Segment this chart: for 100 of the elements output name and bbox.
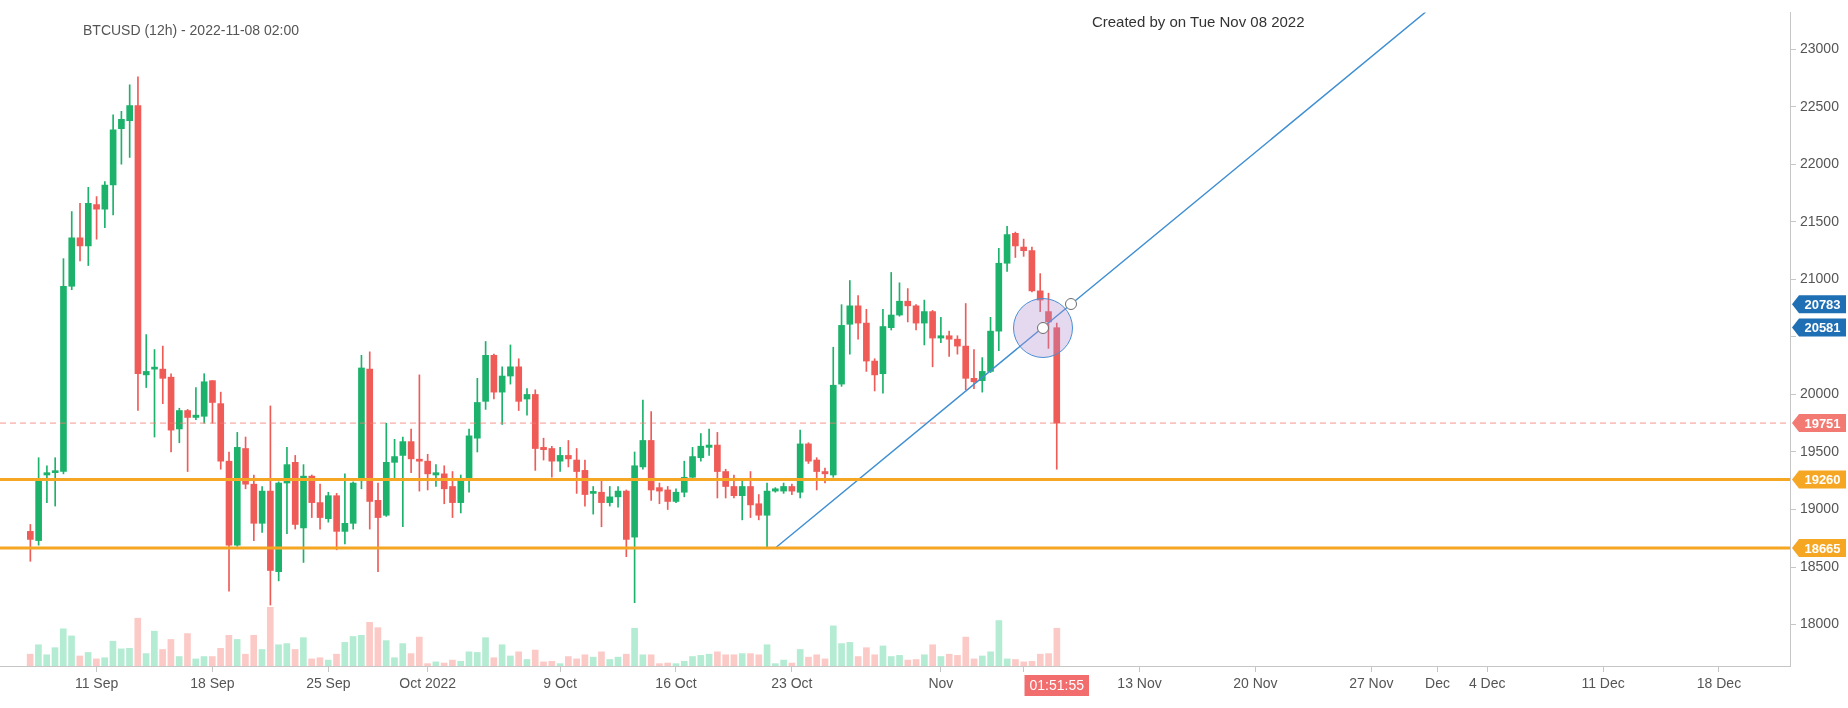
bar: [995, 620, 1003, 666]
candlestick: [589, 486, 597, 515]
bar: [109, 640, 117, 666]
y-tick-label: 19500: [1800, 442, 1840, 459]
bar: [184, 633, 191, 666]
candlestick: [432, 464, 440, 487]
x-tick-label: Oct 2022: [399, 675, 457, 692]
bar: [200, 656, 208, 666]
bar: [76, 655, 84, 666]
bar: [234, 639, 241, 666]
bar: [366, 622, 374, 666]
candlestick: [43, 465, 51, 503]
text: 01:51:55: [1029, 676, 1085, 693]
x-tick-label: 27 Nov: [1349, 675, 1394, 692]
x-tick-label: 11 Sep: [74, 675, 119, 692]
x-tick-label: 18 Dec: [1696, 675, 1742, 692]
bar: [855, 656, 862, 666]
ref-line-label: 19751: [1804, 415, 1841, 431]
bar: [176, 656, 183, 666]
x-tick-label: 9 Oct: [543, 675, 577, 692]
bar: [904, 659, 912, 666]
text: 20581: [1804, 320, 1841, 336]
y-tick-label: 22500: [1800, 97, 1840, 114]
bar: [937, 656, 945, 666]
y-tick-label: 19000: [1800, 500, 1840, 517]
bar: [739, 653, 746, 666]
bar: [631, 627, 639, 666]
text: 20783: [1804, 296, 1841, 312]
bar: [623, 653, 630, 666]
bar: [730, 654, 738, 666]
bar: [507, 655, 514, 666]
bar: [325, 659, 332, 666]
bar: [134, 617, 142, 666]
x-tick-label: 4 Dec: [1468, 675, 1506, 692]
text: BTCUSD (12h) - 2022-11-08 02:00: [83, 21, 300, 38]
candlestick: [887, 272, 895, 331]
bar: [581, 654, 589, 666]
bar: [606, 659, 614, 666]
candlestick: [159, 345, 167, 404]
y-tick-label: 20000: [1800, 385, 1840, 402]
bar: [316, 657, 324, 666]
candlestick: [341, 473, 349, 545]
bar: [490, 657, 498, 666]
bar: [151, 630, 158, 666]
bar: [590, 656, 597, 666]
bar: [672, 663, 680, 666]
bar: [1053, 627, 1061, 666]
bar: [797, 649, 804, 666]
bar: [349, 636, 357, 666]
bar: [515, 651, 523, 666]
x-tick-label: 11 Dec: [1581, 675, 1625, 692]
bar: [142, 653, 150, 666]
x-tick-label: 18 Sep: [190, 675, 235, 692]
x-tick-label: 13 Nov: [1117, 675, 1162, 692]
bar: [763, 644, 771, 666]
bar: [1004, 658, 1011, 666]
x-tick-label: 25 Sep: [306, 675, 351, 692]
bar: [291, 649, 299, 666]
x-tick-label: 23 Oct: [771, 675, 813, 692]
ref-line-label: 18665: [1804, 540, 1841, 556]
x-tick-label: Dec: [1425, 675, 1450, 692]
x-tick-label: Nov: [928, 675, 954, 692]
x-tick-label: 16 Oct: [655, 675, 697, 692]
bar: [374, 627, 382, 666]
annotation: Created by on Tue Nov 08 2022: [1091, 13, 1305, 31]
candlestick: [904, 288, 912, 323]
candlestick: [937, 317, 945, 343]
candlestick: [705, 428, 713, 456]
bar: [93, 658, 100, 666]
candlestick: [142, 334, 150, 388]
bar: [167, 639, 175, 666]
bar: [929, 644, 937, 666]
bar: [639, 654, 647, 666]
y-tick-label: 21000: [1800, 270, 1840, 287]
ref-line-label: 19260: [1804, 472, 1841, 488]
bar: [192, 658, 200, 666]
bar: [308, 658, 316, 666]
bar: [159, 649, 167, 666]
bar: [333, 653, 341, 666]
bar: [300, 637, 307, 666]
candlestick: [399, 436, 407, 528]
bar: [84, 652, 92, 666]
bar: [523, 659, 531, 666]
y-tick-label: 22000: [1800, 155, 1840, 172]
bar: [341, 642, 349, 666]
candlestick: [374, 482, 382, 572]
bar: [258, 649, 266, 666]
y-tick-label: 23000: [1800, 40, 1840, 57]
candlestick: [192, 387, 200, 421]
candlestick: [1036, 273, 1044, 312]
bar: [556, 663, 564, 666]
bar: [358, 634, 365, 666]
bar: [598, 651, 605, 666]
bar: [225, 634, 233, 666]
bar: [267, 607, 274, 666]
y-tick-label: 18500: [1800, 557, 1840, 574]
bar: [51, 647, 59, 666]
y-tick-label: 18000: [1800, 615, 1840, 632]
bar: [457, 660, 465, 666]
bar: [912, 659, 920, 666]
